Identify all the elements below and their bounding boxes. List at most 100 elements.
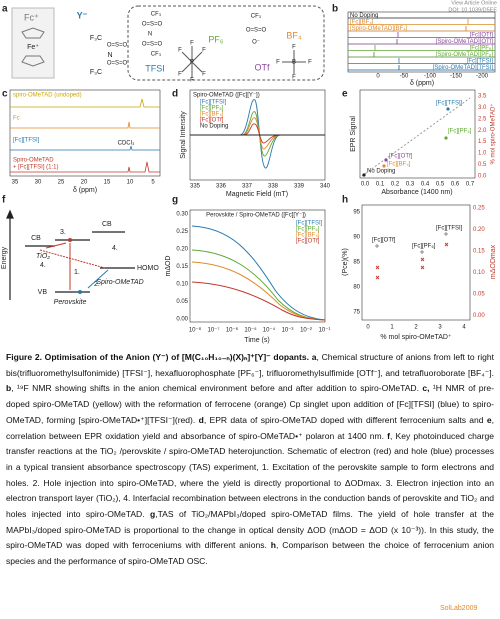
label: 0.4 xyxy=(421,182,430,188)
label: [Fc][OTf] xyxy=(372,238,396,244)
label: 1.0 xyxy=(478,151,487,157)
label: 0.3 xyxy=(406,182,415,188)
label: 0.00 xyxy=(473,313,485,319)
label: B xyxy=(292,60,296,66)
label: 0.7 xyxy=(466,182,475,188)
label: F xyxy=(178,72,182,78)
label: O=S=O xyxy=(142,22,163,28)
label: [Fc][TFSI] xyxy=(436,101,463,107)
label: VB xyxy=(38,289,48,296)
label: O=S=O xyxy=(246,28,267,34)
label: [Fc][PF₆] xyxy=(296,227,320,233)
label: [Fc][PF₆] xyxy=(200,106,224,112)
label: [Spiro-OMeTAD][BF₄] xyxy=(350,26,408,32)
plot-frame xyxy=(359,89,476,179)
label: [Spiro-OMeTAD][TFSI] xyxy=(433,65,494,71)
label: HOMO xyxy=(137,265,159,272)
label: [Fc][TFSI] xyxy=(436,226,463,232)
label: -150 xyxy=(450,74,463,80)
label: P xyxy=(190,60,194,66)
label: No Doping xyxy=(367,169,395,175)
label: 3. xyxy=(60,229,66,236)
label: % mol spiro-OMeTAD⁺ xyxy=(380,334,452,341)
label: [Fc][BF₄] xyxy=(200,112,224,118)
label: F xyxy=(190,78,194,84)
caption-run: , ¹⁹F NMR showing shifts in the anion ch… xyxy=(11,383,423,394)
label: c xyxy=(2,89,8,100)
label: Y⁻ xyxy=(77,10,88,20)
label: [Fc][PF₆] xyxy=(470,46,494,52)
label: -200 xyxy=(476,74,489,80)
caption-run: e xyxy=(486,414,492,425)
caption-run: d xyxy=(198,414,204,425)
label: [Fc][OTf] xyxy=(389,154,413,160)
label: 2 xyxy=(414,325,418,331)
label: [Fc][BF₄] xyxy=(387,162,411,168)
plot-frame xyxy=(347,11,496,73)
label: [Fc][OTf] xyxy=(470,33,494,39)
label: TFSI xyxy=(145,63,165,73)
label: Fe⁺ xyxy=(27,44,39,51)
label: Fc xyxy=(13,116,20,122)
label: Spiro-OMeTAD xyxy=(96,279,143,286)
label: DOI: 10.1039/D5EE xyxy=(448,7,497,13)
label: N xyxy=(107,52,112,59)
label: 10⁻⁶ xyxy=(226,327,239,334)
label: 338 xyxy=(268,184,279,190)
label: [Fc][OTf] xyxy=(200,118,224,124)
label: Time (s) xyxy=(244,337,269,344)
label: 10 xyxy=(127,180,134,186)
caption-run: , Chemical structure of anions from left… xyxy=(6,352,495,378)
nmr-traces xyxy=(348,17,495,71)
label: 0.25 xyxy=(473,206,485,212)
label: 95 xyxy=(353,210,360,216)
plot-frame xyxy=(9,89,161,177)
label: 0 xyxy=(376,74,380,80)
caption-run: ,TAS of TiO₂/MAPbI₃/doped spiro-OMeTAD f… xyxy=(6,509,494,551)
caption-run: ¹H NMR of pre-doped spiro-OMeTAD (yellow… xyxy=(6,383,494,425)
label: [Fc][BF₄] xyxy=(296,233,320,239)
label: 0.00 xyxy=(176,317,188,323)
label: (Pce)(%) xyxy=(342,248,349,276)
label: F xyxy=(190,41,194,47)
label: 0.5 xyxy=(478,162,487,168)
label: View Article Online xyxy=(451,0,497,6)
label: 10⁻⁷ xyxy=(207,327,219,334)
label: CDCl₃ xyxy=(118,141,135,147)
markers xyxy=(375,232,449,280)
label: No Doping xyxy=(200,124,228,130)
caption-run: , Key photoinduced charge transfer react… xyxy=(6,430,495,520)
nmr-traces xyxy=(10,98,160,173)
label: 0.20 xyxy=(176,247,188,253)
label: Magnetic Field (mT) xyxy=(226,191,288,198)
label: F xyxy=(292,75,296,81)
label: 336 xyxy=(216,184,227,190)
label: No Doping xyxy=(350,13,378,19)
label: [Fc][OTf] xyxy=(296,239,320,245)
cp-ring xyxy=(21,55,45,67)
label: 5 xyxy=(151,180,155,186)
label: 80 xyxy=(353,285,360,291)
label: F xyxy=(178,48,182,54)
label: O=S=O xyxy=(107,61,128,67)
caption-run: g xyxy=(149,509,156,520)
label: CF₃ xyxy=(151,52,162,58)
caption: Figure 2. Optimisation of the Anion (Y⁻)… xyxy=(6,350,494,570)
plot-frame xyxy=(361,204,471,321)
label: 0.6 xyxy=(451,182,460,188)
label: 340 xyxy=(320,184,331,190)
label: Energy xyxy=(1,246,8,269)
label: 4. xyxy=(40,262,46,269)
label: 75 xyxy=(353,310,360,316)
caption-run: b xyxy=(6,383,12,394)
label: 10⁻⁵ xyxy=(244,327,257,334)
label: 335 xyxy=(190,184,201,190)
label: 0.15 xyxy=(176,264,188,270)
label: 10⁻² xyxy=(300,328,312,334)
label: 15 xyxy=(104,180,111,186)
label: 0.30 xyxy=(176,212,188,218)
label: + [Fc][TFSI] (1:1) xyxy=(13,165,59,171)
caption-run: , correlation between EPR oxidation yiel… xyxy=(6,414,495,441)
label: CB xyxy=(31,235,41,242)
